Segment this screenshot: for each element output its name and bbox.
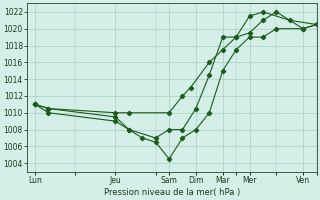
X-axis label: Pression niveau de la mer( hPa ): Pression niveau de la mer( hPa ) xyxy=(104,188,240,197)
